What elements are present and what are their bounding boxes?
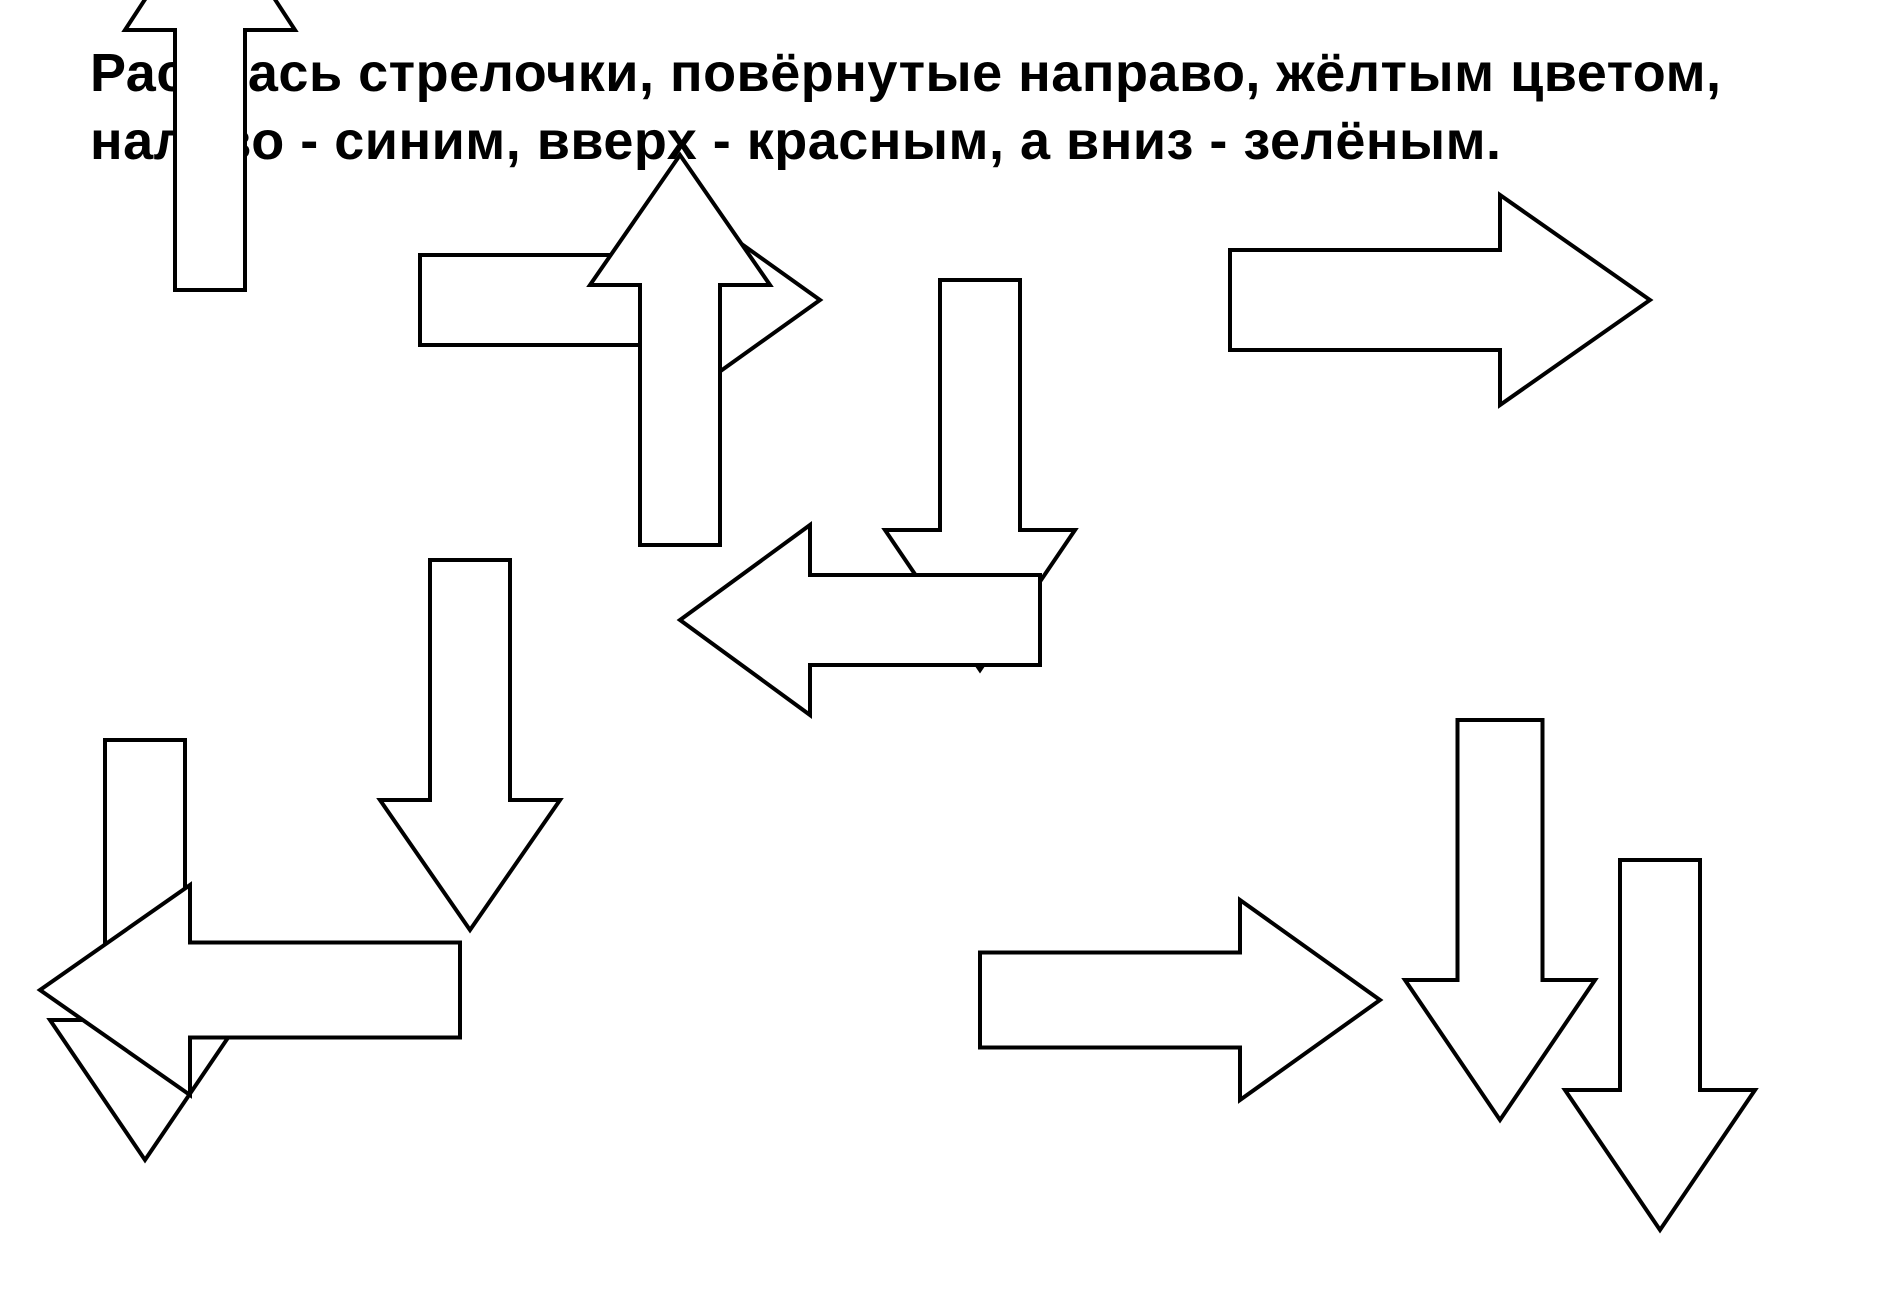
arrow-down-icon (1565, 860, 1755, 1230)
worksheet-page: Раскрась стрелочки, повёрнутые направо, … (0, 0, 1898, 1310)
arrow-right-icon (980, 900, 1380, 1100)
arrow-up-icon (125, 0, 295, 290)
arrow-right-icon (420, 200, 820, 400)
arrow-down-icon (1405, 720, 1595, 1120)
arrows-canvas (0, 0, 1898, 1310)
arrow-right-icon (1230, 195, 1650, 405)
arrow-down-icon (380, 560, 560, 930)
